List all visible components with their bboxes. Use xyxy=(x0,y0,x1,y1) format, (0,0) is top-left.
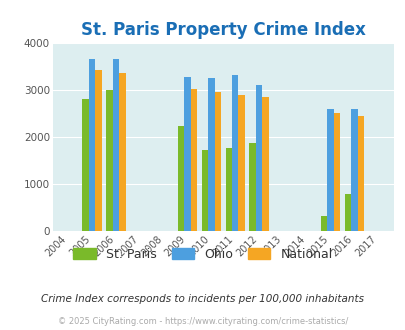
Bar xyxy=(119,74,125,231)
Bar xyxy=(326,109,333,231)
Bar xyxy=(350,109,357,231)
Bar xyxy=(333,114,339,231)
Bar xyxy=(89,59,95,231)
Bar xyxy=(190,89,197,231)
Bar xyxy=(344,194,350,231)
Bar xyxy=(201,150,208,231)
Bar xyxy=(95,70,102,231)
Bar xyxy=(320,216,326,231)
Text: Crime Index corresponds to incidents per 100,000 inhabitants: Crime Index corresponds to incidents per… xyxy=(41,294,364,304)
Bar xyxy=(262,97,268,231)
Bar xyxy=(177,126,184,231)
Bar xyxy=(238,95,244,231)
Bar xyxy=(357,116,363,231)
Bar xyxy=(214,92,220,231)
Text: © 2025 CityRating.com - https://www.cityrating.com/crime-statistics/: © 2025 CityRating.com - https://www.city… xyxy=(58,317,347,326)
Bar xyxy=(225,148,231,231)
Bar xyxy=(113,59,119,231)
Bar xyxy=(82,99,89,231)
Bar xyxy=(184,77,190,231)
Bar xyxy=(106,90,113,231)
Bar xyxy=(249,143,255,231)
Bar xyxy=(208,78,214,231)
Bar xyxy=(255,85,262,231)
Title: St. Paris Property Crime Index: St. Paris Property Crime Index xyxy=(81,20,365,39)
Legend: St. Paris, Ohio, National: St. Paris, Ohio, National xyxy=(68,243,337,266)
Bar xyxy=(231,75,238,231)
